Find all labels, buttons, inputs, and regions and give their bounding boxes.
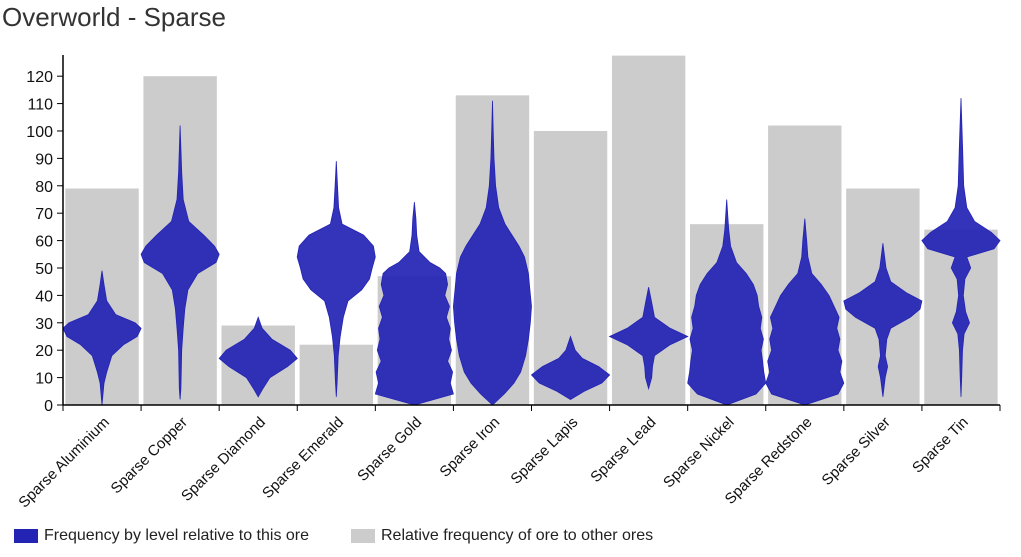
y-tick-label: 20 xyxy=(35,343,53,360)
x-tick-label: Sparse Iron xyxy=(436,414,503,481)
y-tick-label: 110 xyxy=(27,97,53,114)
x-tick-label: Sparse Silver xyxy=(819,414,894,489)
y-tick-label: 50 xyxy=(35,261,53,278)
y-tick-label: 70 xyxy=(35,206,53,223)
x-tick-label: Sparse Aluminium xyxy=(15,414,113,512)
y-tick-label: 0 xyxy=(44,398,53,415)
violin-7 xyxy=(608,287,689,391)
violin-9 xyxy=(765,218,845,406)
x-tick-label: Sparse Nickel xyxy=(660,414,737,491)
x-tick-label: Sparse Diamond xyxy=(178,414,269,505)
y-tick-label: 90 xyxy=(35,151,53,168)
x-tick-label: Sparse Emerald xyxy=(259,414,347,502)
x-tick-label: Sparse Redstone xyxy=(722,414,816,508)
y-tick-label: 80 xyxy=(35,179,53,196)
legend-label: Relative frequency of ore to other ores xyxy=(381,527,654,544)
violin-11 xyxy=(921,98,1001,397)
x-tick-label: Sparse Lapis xyxy=(507,414,581,488)
violin-3 xyxy=(296,161,376,397)
bar-group xyxy=(65,55,998,406)
x-tick-label: Sparse Copper xyxy=(108,414,191,497)
violin-10 xyxy=(843,243,923,397)
legend-swatch-blue xyxy=(14,529,38,543)
y-tick-label: 60 xyxy=(35,234,53,251)
chart-title: Overworld - Sparse xyxy=(2,2,226,32)
y-tick-label: 30 xyxy=(35,316,53,333)
x-tick-label: Sparse Tin xyxy=(909,414,972,477)
y-tick-label: 10 xyxy=(35,371,53,388)
violin-2 xyxy=(218,316,298,398)
y-tick-label: 40 xyxy=(35,288,53,305)
legend-item-relative-frequency[interactable]: Relative frequency of ore to other ores xyxy=(351,527,653,545)
legend-swatch-gray xyxy=(351,529,375,543)
violin-group xyxy=(62,98,1001,406)
x-tick-label: Sparse Lead xyxy=(587,414,659,486)
axes-group: 0 10 20 30 40 50 60 70 80 90 100 110 120 xyxy=(26,55,1001,415)
x-tick-label: Sparse Gold xyxy=(354,414,425,485)
violin-6 xyxy=(530,335,611,400)
y-tick-label: 120 xyxy=(26,69,53,86)
violin-5 xyxy=(452,100,532,406)
legend-label: Frequency by level relative to this ore xyxy=(44,527,310,544)
y-tick-label: 100 xyxy=(26,124,53,141)
violin-0 xyxy=(62,270,142,406)
violin-4 xyxy=(374,202,454,406)
violin-1 xyxy=(140,125,220,400)
legend-item-frequency-by-level[interactable]: Frequency by level relative to this ore xyxy=(14,527,309,545)
violin-8 xyxy=(687,199,767,406)
